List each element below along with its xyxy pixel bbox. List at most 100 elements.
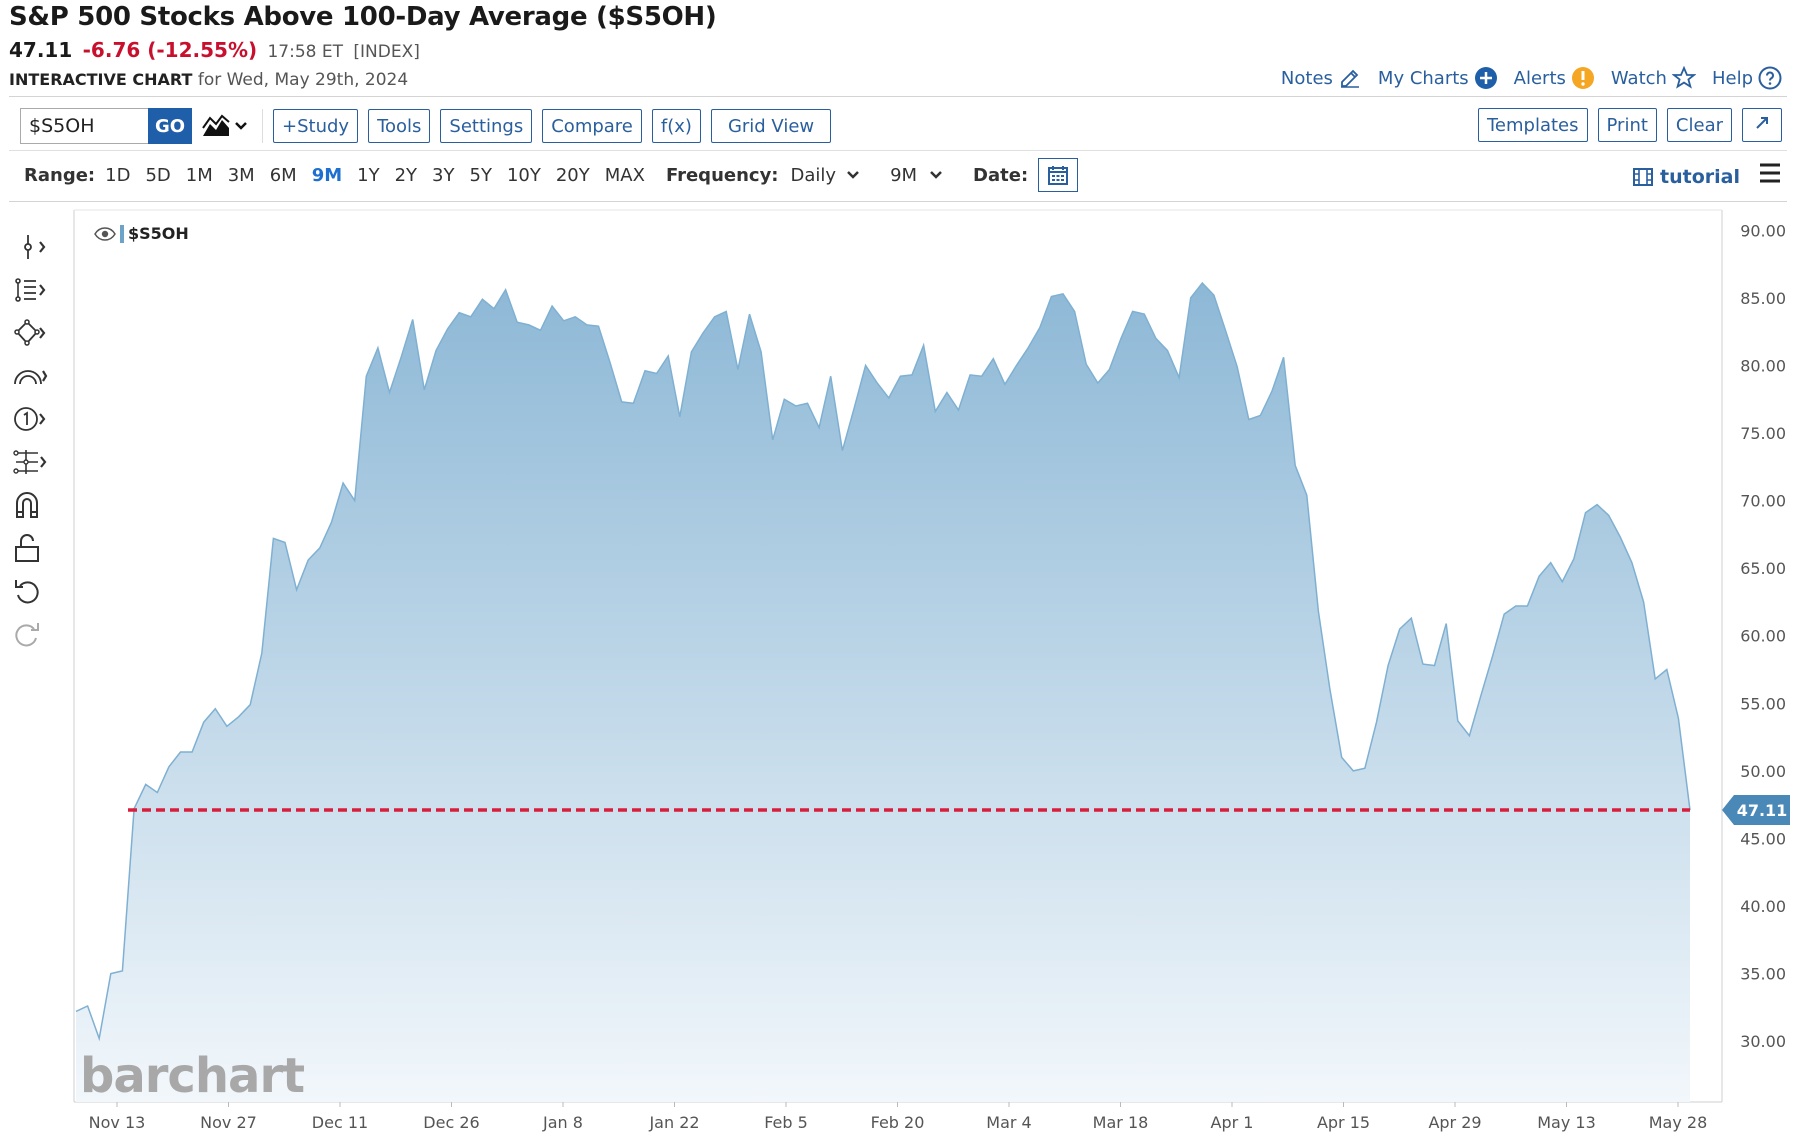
date-label: Date: <box>973 164 1029 186</box>
range-options: 1D 5D 1M 3M 6M 9M 1Y 2Y 3Y 5Y 10Y 20Y MAX <box>105 165 660 186</box>
legend-symbol: $S5OH <box>128 224 189 243</box>
chevron-down-icon[interactable] <box>846 170 860 180</box>
notes-link[interactable]: Notes <box>1281 66 1362 90</box>
crosshair-tool[interactable] <box>12 225 68 268</box>
y-tick-label: 85.00 <box>1740 289 1786 308</box>
tools-button[interactable]: Tools <box>368 109 431 143</box>
toolbar-right: Templates Print Clear <box>1478 108 1782 142</box>
range-option[interactable]: 9M <box>311 164 343 186</box>
eye-icon[interactable] <box>94 226 116 241</box>
alert-icon <box>1571 67 1594 89</box>
help-label: Help <box>1711 67 1753 89</box>
my-charts-link[interactable]: My Charts <box>1378 66 1498 90</box>
plus-circle-icon <box>1474 67 1497 89</box>
expand-button[interactable] <box>1742 108 1782 142</box>
compare-button[interactable]: Compare <box>542 109 642 143</box>
help-icon <box>1758 66 1782 90</box>
x-tick-label: Feb 20 <box>871 1113 925 1132</box>
shapes-tool[interactable] <box>12 311 68 354</box>
last-price: 47.11 <box>9 38 73 62</box>
y-tick-label: 70.00 <box>1740 492 1786 511</box>
y-tick-label: 75.00 <box>1740 424 1786 443</box>
range-option[interactable]: 10Y <box>506 164 541 186</box>
x-tick-label: Jan 8 <box>542 1113 583 1132</box>
range-option[interactable]: 5D <box>145 164 171 186</box>
range-option[interactable]: 1Y <box>357 164 380 186</box>
x-tick-label: Nov 27 <box>200 1113 257 1132</box>
x-tick-label: Dec 11 <box>312 1113 368 1132</box>
chart-legend[interactable]: $S5OH <box>94 224 189 243</box>
clear-button[interactable]: Clear <box>1666 108 1732 142</box>
lines-tool[interactable] <box>12 268 68 311</box>
range-option[interactable]: 3M <box>227 164 255 186</box>
undo-tool[interactable] <box>12 569 68 612</box>
menu-icon[interactable] <box>1758 162 1782 184</box>
settings-button[interactable]: Settings <box>440 109 533 143</box>
range-bar: Range: 1D 5D 1M 3M 6M 9M 1Y 2Y 3Y 5Y 10Y 20Y MAX Fre… <box>24 158 1079 192</box>
chart-subtitle: INTERACTIVE CHART for Wed, May 29th, 202… <box>9 70 408 90</box>
range-option[interactable]: 6M <box>269 164 297 186</box>
symbol-input[interactable] <box>20 108 148 144</box>
y-tick-label: 60.00 <box>1740 627 1786 646</box>
last-price-label: 47.11 <box>1737 801 1788 820</box>
divider <box>9 150 1787 151</box>
grid-view-button[interactable]: Grid View <box>710 109 832 143</box>
x-tick-label: Mar 18 <box>1093 1113 1149 1132</box>
chart-toolbar: GO +Study Tools Settings Compare f(x) Gr… <box>20 108 832 144</box>
lock-tool[interactable] <box>12 526 68 569</box>
go-button[interactable]: GO <box>148 108 192 144</box>
range-option[interactable]: 2Y <box>394 164 418 186</box>
y-tick-label: 80.00 <box>1740 356 1786 375</box>
watch-link[interactable]: Watch <box>1611 66 1696 90</box>
watch-label: Watch <box>1610 67 1667 89</box>
chevron-down-icon[interactable] <box>929 170 943 180</box>
help-link[interactable]: Help <box>1712 66 1782 90</box>
star-icon <box>1671 66 1696 89</box>
y-tick-label: 65.00 <box>1740 559 1786 578</box>
function-button[interactable]: f(x) <box>651 109 701 143</box>
last-price-marker <box>1722 794 1790 825</box>
legend-color-swatch <box>120 224 124 243</box>
alerts-link[interactable]: Alerts <box>1514 66 1595 90</box>
range-option[interactable]: MAX <box>604 164 645 186</box>
divider <box>9 96 1787 97</box>
calendar-icon <box>1048 166 1069 185</box>
range-option[interactable]: 3Y <box>432 164 455 186</box>
print-button[interactable]: Print <box>1597 108 1657 142</box>
tutorial-label: tutorial <box>1660 166 1740 188</box>
price-change: -6.76 (-12.55%) <box>82 38 258 62</box>
frequency-select[interactable]: Daily <box>790 164 837 186</box>
range-option[interactable]: 5Y <box>469 164 492 186</box>
templates-button[interactable]: Templates <box>1478 108 1588 142</box>
arc-tool[interactable] <box>12 354 68 397</box>
add-study-button[interactable]: +Study <box>273 109 359 143</box>
x-tick-label: Apr 1 <box>1211 1113 1254 1132</box>
notes-label: Notes <box>1280 67 1333 89</box>
redo-tool[interactable] <box>12 612 68 655</box>
x-tick-label: Mar 4 <box>986 1113 1031 1132</box>
alerts-label: Alerts <box>1513 67 1566 89</box>
interactive-chart-label: INTERACTIVE CHART <box>9 70 193 89</box>
list-lines-icon <box>15 277 46 302</box>
tutorial-link[interactable]: tutorial <box>1632 166 1740 188</box>
x-tick-label: Apr 15 <box>1317 1113 1370 1132</box>
magnet-tool[interactable] <box>12 483 68 526</box>
range-option[interactable]: 1M <box>185 164 213 186</box>
annotation-tool[interactable] <box>12 397 68 440</box>
y-tick-label: 35.00 <box>1740 965 1786 984</box>
range-option[interactable]: 20Y <box>555 164 590 186</box>
x-tick-label: May 13 <box>1537 1113 1596 1132</box>
range-option[interactable]: 1D <box>105 164 131 186</box>
y-tick-label: 40.00 <box>1740 897 1786 916</box>
fib-tool[interactable] <box>12 440 68 483</box>
magnet-icon <box>16 491 38 518</box>
lock-icon <box>15 533 39 562</box>
crosshair-icon <box>24 234 46 259</box>
date-picker-button[interactable] <box>1038 158 1079 192</box>
period-select[interactable]: 9M <box>890 164 918 186</box>
y-tick-label: 90.00 <box>1740 221 1786 240</box>
chart-type-dropdown[interactable] <box>202 114 248 138</box>
numbered-circle-icon <box>14 406 46 431</box>
